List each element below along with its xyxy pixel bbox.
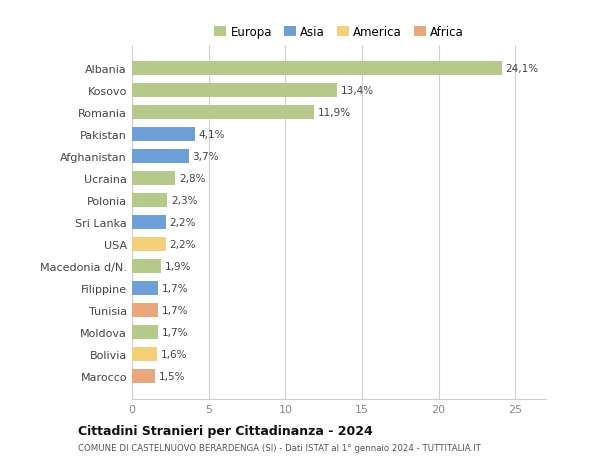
Text: 1,7%: 1,7% [162,283,188,293]
Text: 11,9%: 11,9% [318,108,352,118]
Text: 13,4%: 13,4% [341,86,374,96]
Bar [132,303,158,318]
Text: 2,3%: 2,3% [171,196,197,206]
Legend: Europa, Asia, America, Africa: Europa, Asia, America, Africa [212,23,467,41]
Bar [132,325,158,339]
Text: 1,5%: 1,5% [159,371,185,381]
Bar [132,347,157,361]
Text: 24,1%: 24,1% [505,64,538,74]
Bar [132,128,195,142]
Bar [132,172,175,186]
Text: COMUNE DI CASTELNUOVO BERARDENGA (SI) - Dati ISTAT al 1° gennaio 2024 - TUTTITAL: COMUNE DI CASTELNUOVO BERARDENGA (SI) - … [78,443,481,452]
Text: 1,6%: 1,6% [160,349,187,359]
Text: Cittadini Stranieri per Cittadinanza - 2024: Cittadini Stranieri per Cittadinanza - 2… [78,424,373,437]
Bar [132,237,166,252]
Bar [132,84,337,98]
Text: 1,7%: 1,7% [162,327,188,337]
Text: 3,7%: 3,7% [193,152,219,162]
Text: 1,9%: 1,9% [165,262,191,271]
Bar [132,281,158,296]
Bar [132,194,167,208]
Text: 2,2%: 2,2% [170,218,196,228]
Bar [132,369,155,383]
Bar [132,215,166,230]
Text: 2,2%: 2,2% [170,240,196,250]
Bar [132,150,189,164]
Text: 1,7%: 1,7% [162,305,188,315]
Text: 2,8%: 2,8% [179,174,205,184]
Bar [132,259,161,274]
Text: 4,1%: 4,1% [199,130,225,140]
Bar [132,106,314,120]
Bar [132,62,502,76]
